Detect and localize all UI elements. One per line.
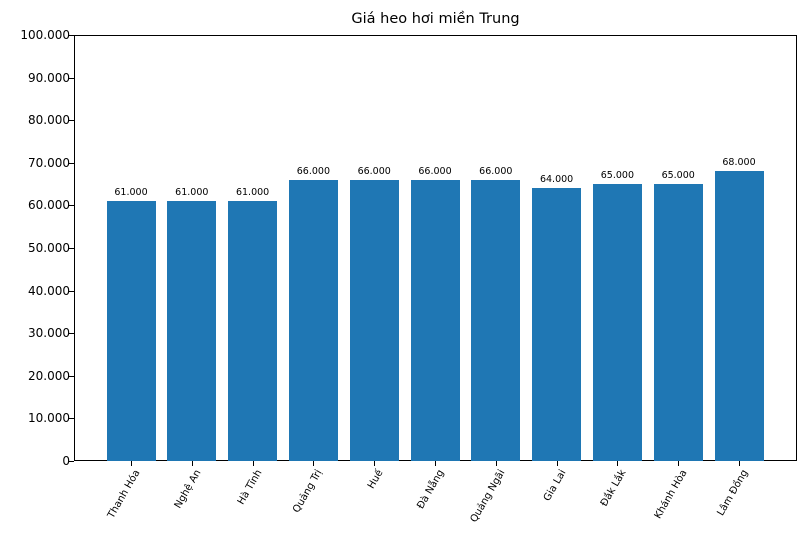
x-tick-label: Huế [366,468,386,491]
y-tick-mark [69,333,74,335]
bar-value-label: 61.000 [235,187,270,199]
bar [349,179,399,461]
x-tick-mark [252,461,254,466]
x-tick-label: Quảng Trị [291,468,325,515]
x-tick-label: Hà Tĩnh [235,468,265,507]
bar [653,184,703,461]
x-tick-label: Khánh Hòa [652,468,690,521]
x-tick-label: Đắk Lắk [599,468,629,509]
y-tick-mark [69,35,74,36]
x-tick-mark [556,461,558,466]
bar-value-label: 66.000 [418,165,452,177]
x-tick-label: Thanh Hóa [105,468,143,521]
y-tick-label: 10.000 [28,411,70,426]
bar-value-label: 65.000 [661,170,695,182]
y-tick-mark [69,77,74,79]
y-tick-mark [69,461,74,462]
y-tick-mark [69,290,74,292]
bar [228,201,278,461]
bar [592,184,642,461]
bar-value-label: 61.000 [175,187,209,199]
y-tick-mark [69,120,74,122]
y-tick-label: 80.000 [28,113,70,128]
x-tick-mark [617,461,619,466]
x-tick-label: Đà Nẵng [415,468,447,512]
x-tick-mark [495,461,497,466]
y-tick-mark [69,248,74,249]
y-tick-mark [69,162,74,164]
x-tick-label: Gia Lai [541,468,569,504]
x-tick-label: Nghệ An [172,468,204,511]
bar-value-label: 61.000 [114,187,148,199]
y-tick-label: 60.000 [28,198,70,213]
y-tick-mark [69,205,74,207]
x-tick-mark [313,461,315,466]
x-tick-mark [191,461,193,466]
y-tick-label: 70.000 [28,155,70,170]
bar [471,179,521,461]
bar-value-label: 64.000 [539,174,574,186]
y-tick-label: 30.000 [28,326,70,341]
bar [410,179,460,461]
x-tick-mark [739,461,740,466]
y-tick-label: 50.000 [28,241,70,255]
chart-title: Giá heo hơi miền Trung [351,11,520,27]
y-tick-label: 90.000 [28,70,70,85]
bar-value-label: 66.000 [296,165,331,177]
y-tick-label: 100.000 [20,28,70,42]
y-tick-mark [69,418,74,420]
bar-value-label: 66.000 [357,165,391,177]
bar [714,171,764,461]
bar-value-label: 68.000 [722,157,756,169]
x-tick-label: Quảng Ngãi [468,468,508,525]
x-tick-mark [435,461,436,466]
bar [288,179,338,461]
bar [106,201,156,461]
y-tick-label: 20.000 [28,368,70,383]
y-tick-label: 0 [62,454,70,468]
bar [167,201,217,461]
bar [532,188,582,461]
y-tick-mark [69,375,74,377]
x-tick-mark [374,461,376,466]
x-tick-label: Lâm Đồng [715,468,751,518]
y-tick-label: 40.000 [28,283,70,298]
bar-value-label: 65.000 [600,170,635,182]
bar-value-label: 66.000 [479,165,513,177]
x-tick-mark [678,461,680,466]
x-tick-mark [131,461,132,466]
